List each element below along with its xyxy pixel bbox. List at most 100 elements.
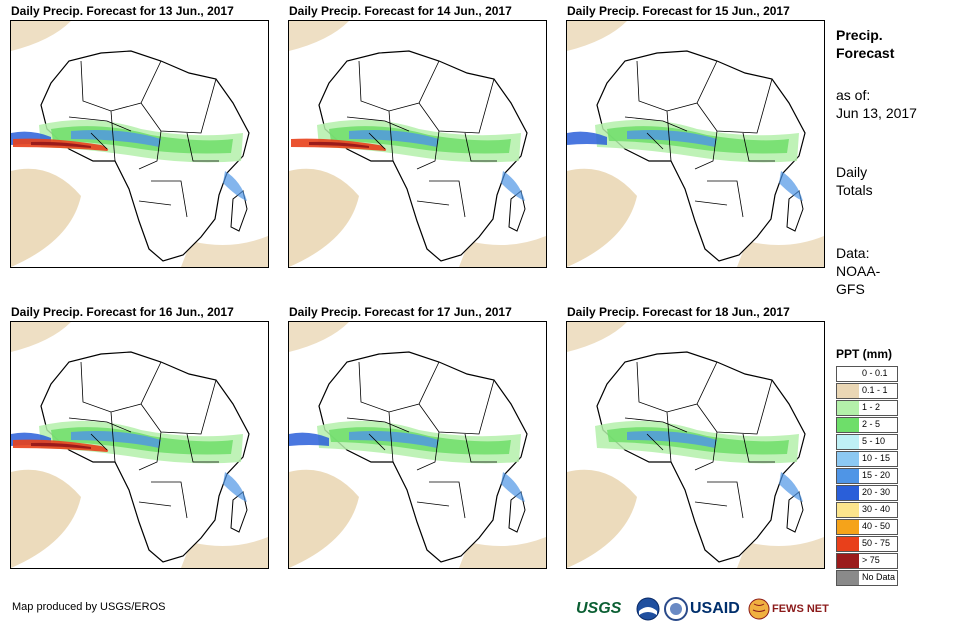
forecast-map-3 [566,20,825,268]
country-border [346,116,410,132]
usaid-logo-text: USAID [690,600,740,617]
panel-title-3: Daily Precip. Forecast for 15 Jun., 2017 [567,4,790,18]
country-border [429,180,466,218]
legend-swatch [836,485,898,501]
legend-row: 15 - 20 [836,468,898,484]
country-border [624,116,688,132]
country-border [68,116,132,132]
country-border [110,411,116,463]
legend-row: 10 - 15 [836,451,898,467]
country-border [346,417,410,433]
country-border [416,501,450,507]
legend-row: > 75 [836,553,898,569]
panel-title-5: Daily Precip. Forecast for 17 Jun., 2017 [289,305,512,319]
map-canvas [289,21,546,267]
usgs-logo: USGS [576,596,621,622]
precip-east-coast [501,171,525,201]
country-border [418,78,495,134]
country-border [416,130,440,170]
country-border [151,180,188,218]
legend-row: 20 - 30 [836,485,898,501]
legend-swatch [836,366,898,382]
country-border [694,130,718,170]
dry-area-northwest [289,21,349,51]
dry-area-southwest [289,168,359,267]
noaa-logo-icon [636,597,660,621]
legend-row: No Data [836,570,898,586]
precip-coast-blue [567,131,607,145]
country-border [666,411,672,463]
footer-credit: Map produced by USGS/EROS [12,601,166,613]
country-border [418,379,495,435]
dry-area-northwest [567,322,627,352]
legend-label: 30 - 40 [862,504,891,514]
country-border [140,379,217,435]
country-border [694,200,728,206]
precip-band-blue [71,130,161,147]
legend-swatch [836,400,898,416]
country-border [90,132,108,150]
legend-swatch [836,434,898,450]
country-border [138,130,162,170]
forecast-map-2 [288,20,547,268]
map-canvas [567,322,824,568]
sidebar-heading-line2: Forecast [836,45,895,61]
precip-extreme [31,141,91,148]
dry-area-south [181,236,268,267]
forecast-map-6 [566,321,825,569]
legend-label: 50 - 75 [862,538,891,548]
usgs-logo-text: USGS [576,600,622,617]
legend-swatch [836,383,898,399]
country-border [368,132,386,150]
legend-label: 2 - 5 [862,419,881,429]
dry-area-south [737,236,824,267]
legend-row: 40 - 50 [836,519,898,535]
legend-swatch [836,451,898,467]
precip-east-coast [779,171,803,201]
country-border [416,431,440,471]
country-border [368,433,386,451]
country-border [696,78,773,134]
usaid-logo: USAID [690,596,740,622]
map-canvas [289,322,546,568]
country-border [742,132,775,162]
noaa-logo [636,596,660,622]
dry-area-northwest [567,21,627,51]
legend-label: No Data [862,572,896,582]
legend-row: 50 - 75 [836,536,898,552]
legend-swatch [836,570,898,586]
legend-row: 0 - 0.1 [836,366,898,382]
country-border [429,481,466,519]
legend-row: 30 - 40 [836,502,898,518]
sidebar-heading-line1: Precip. [836,27,883,43]
doi-seal-logo [664,596,688,622]
country-border [707,481,744,519]
country-border [90,433,108,451]
fewsnet-logo: FEWS NET [748,596,829,622]
legend-swatch [836,468,898,484]
legend-swatch [836,536,898,552]
precip-east-coast [501,472,525,502]
legend-swatch [836,502,898,518]
forecast-map-5 [288,321,547,569]
legend-row: 5 - 10 [836,434,898,450]
dry-area-south [737,537,824,568]
legend-swatch [836,553,898,569]
legend-swatch [836,519,898,535]
sidebar-asof-date: Jun 13, 2017 [836,105,917,121]
legend-label: 0 - 0.1 [862,368,888,378]
country-border [186,433,219,463]
map-canvas [11,322,268,568]
legend-label: 15 - 20 [862,470,891,480]
legend: 0 - 0.1 0.1 - 1 1 - 2 2 - 5 5 - 10 10 - 15 15 … [836,366,898,587]
legend-row: 1 - 2 [836,400,898,416]
legend-row: 2 - 5 [836,417,898,433]
precip-east-coast [779,472,803,502]
country-border [388,110,394,162]
legend-label: 20 - 30 [862,487,891,497]
country-border [646,433,664,451]
country-border [110,110,116,162]
panel-title-6: Daily Precip. Forecast for 18 Jun., 2017 [567,305,790,319]
precip-band-blue [349,431,439,448]
dry-area-northwest [289,322,349,352]
